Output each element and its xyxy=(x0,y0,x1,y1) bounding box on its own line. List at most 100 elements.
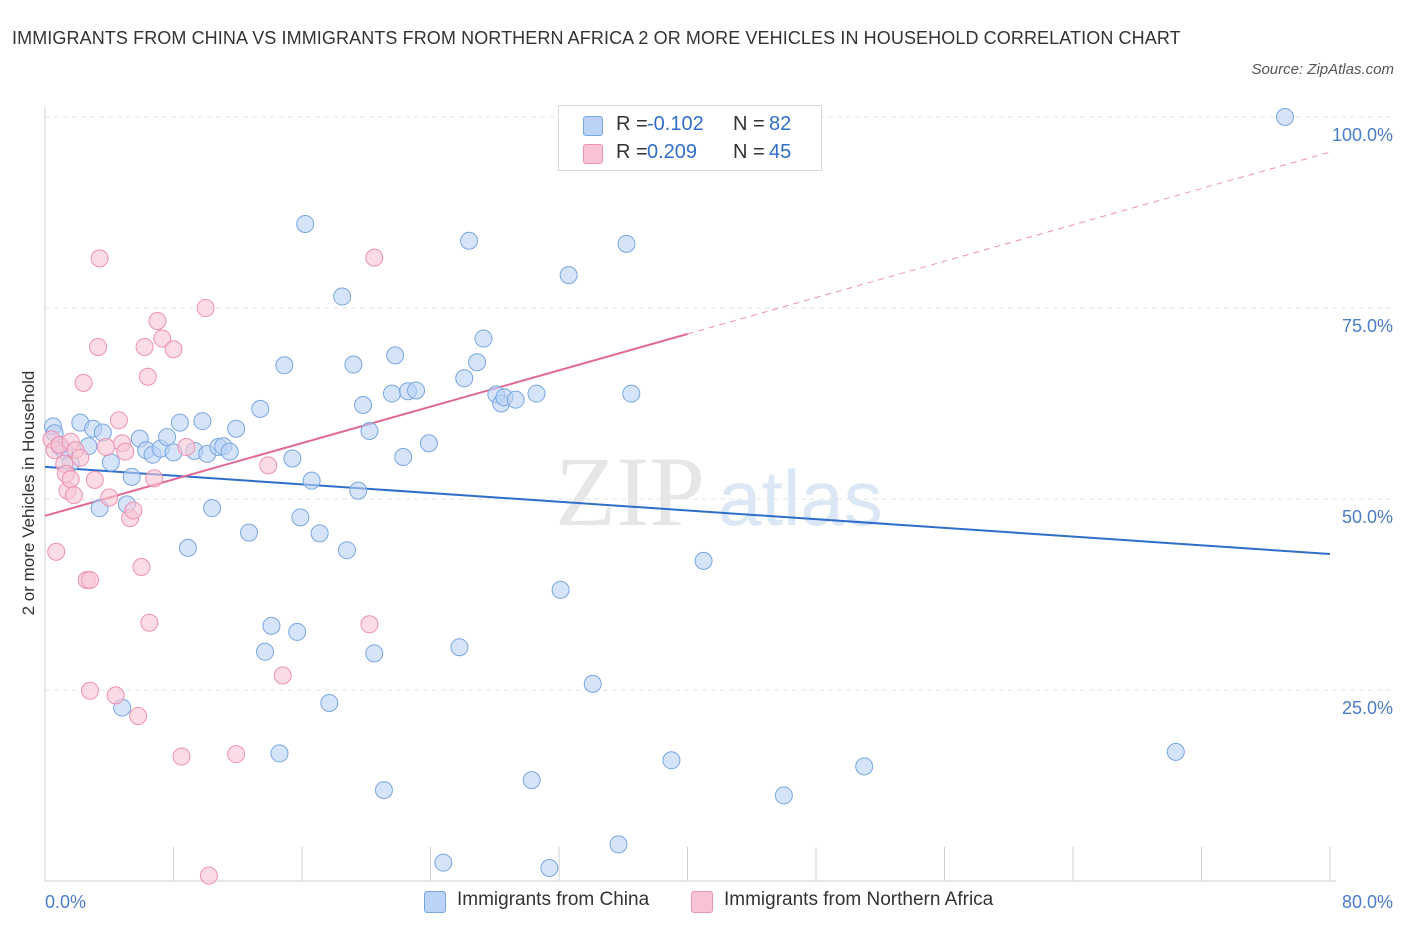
point-china xyxy=(662,751,681,770)
point-china xyxy=(193,412,212,431)
point-africa xyxy=(132,557,151,576)
point-china xyxy=(394,447,413,466)
point-africa xyxy=(172,747,191,766)
series-label-africa: Immigrants from Northern Africa xyxy=(724,889,994,910)
point-china xyxy=(622,384,641,403)
point-china xyxy=(344,355,363,374)
point-africa xyxy=(196,299,215,317)
point-china xyxy=(170,413,189,432)
watermark-zip: ZIP xyxy=(555,436,705,547)
point-africa xyxy=(124,501,143,520)
point-africa xyxy=(74,373,93,392)
point-china xyxy=(178,538,197,557)
legend-r-value: -0.102 xyxy=(647,113,704,135)
point-china xyxy=(1276,108,1295,126)
point-china xyxy=(288,622,307,641)
point-africa xyxy=(227,745,246,764)
y-tick-label: 25.0% xyxy=(1342,698,1393,718)
point-china xyxy=(220,442,239,461)
point-china xyxy=(302,471,321,490)
x-tick-label: 0.0% xyxy=(45,892,86,912)
point-africa xyxy=(97,438,116,457)
point-africa xyxy=(64,486,83,505)
point-africa xyxy=(365,248,384,267)
point-africa xyxy=(61,470,80,489)
point-china xyxy=(540,859,559,878)
point-africa xyxy=(145,469,164,488)
point-africa xyxy=(80,570,99,589)
point-china xyxy=(617,234,636,253)
point-china xyxy=(506,390,525,409)
y-axis-title: 2 or more Vehicles in Household xyxy=(19,371,38,616)
point-china xyxy=(158,428,177,447)
point-china xyxy=(419,434,438,453)
point-china xyxy=(474,329,493,348)
point-africa xyxy=(199,866,218,885)
watermark: ZIP atlas xyxy=(555,436,883,547)
point-africa xyxy=(360,615,379,634)
point-china xyxy=(407,381,426,400)
y-tick-label: 75.0% xyxy=(1342,316,1393,336)
legend-swatch-china xyxy=(583,116,603,136)
legend-r-label: R = xyxy=(616,113,648,135)
series-swatch-china xyxy=(424,891,446,913)
point-china xyxy=(349,481,368,500)
point-africa xyxy=(116,442,135,461)
watermark-atlas: atlas xyxy=(718,454,883,542)
point-china xyxy=(296,214,315,233)
point-africa xyxy=(80,681,99,700)
point-china xyxy=(337,541,356,560)
series-label-china: Immigrants from China xyxy=(457,889,650,910)
point-china xyxy=(256,642,275,661)
point-china xyxy=(101,453,120,472)
point-china xyxy=(262,616,281,635)
y-tick-label: 50.0% xyxy=(1342,507,1393,527)
data-points xyxy=(42,108,1295,885)
point-africa xyxy=(85,470,104,489)
legend-swatch-africa xyxy=(583,144,603,164)
point-china xyxy=(559,266,578,285)
page-title: IMMIGRANTS FROM CHINA VS IMMIGRANTS FROM… xyxy=(12,28,1181,48)
point-china xyxy=(227,419,246,438)
point-africa xyxy=(138,367,157,386)
point-china xyxy=(434,853,453,872)
point-china xyxy=(460,231,479,250)
gridlines xyxy=(45,116,1395,691)
point-china xyxy=(551,580,570,599)
point-africa xyxy=(140,613,159,632)
point-china xyxy=(354,396,373,415)
point-africa xyxy=(106,686,125,705)
y-tick-label: 100.0% xyxy=(1332,125,1393,145)
legend-r-label: R = xyxy=(616,141,648,163)
point-africa xyxy=(47,542,66,561)
point-africa xyxy=(129,706,148,725)
point-china xyxy=(275,356,294,375)
point-china xyxy=(270,744,289,763)
point-china xyxy=(450,638,469,657)
point-china xyxy=(320,693,339,712)
point-africa xyxy=(100,488,119,507)
legend-n-value: 82 xyxy=(769,113,792,135)
point-china xyxy=(1166,742,1185,761)
point-china xyxy=(609,835,628,854)
point-china xyxy=(251,399,270,418)
point-china xyxy=(291,508,310,527)
legend-r-value: 0.209 xyxy=(647,141,698,163)
trend-line-africa-extended xyxy=(687,151,1331,335)
point-africa xyxy=(153,329,172,348)
trend-line-china xyxy=(44,465,1331,556)
point-africa xyxy=(148,311,167,330)
legend-n-label: N = xyxy=(733,141,765,163)
point-china xyxy=(365,644,384,663)
x-tick-label: 80.0% xyxy=(1342,892,1393,912)
correlation-legend: R = -0.102 N = 82 R = 0.209 N = 45 xyxy=(558,105,822,171)
point-africa xyxy=(109,411,128,430)
point-africa xyxy=(90,249,109,268)
point-africa xyxy=(71,448,90,467)
point-china xyxy=(382,384,401,403)
axes xyxy=(44,107,1336,882)
point-china xyxy=(527,384,546,403)
point-china xyxy=(374,781,393,800)
point-africa xyxy=(164,340,183,359)
